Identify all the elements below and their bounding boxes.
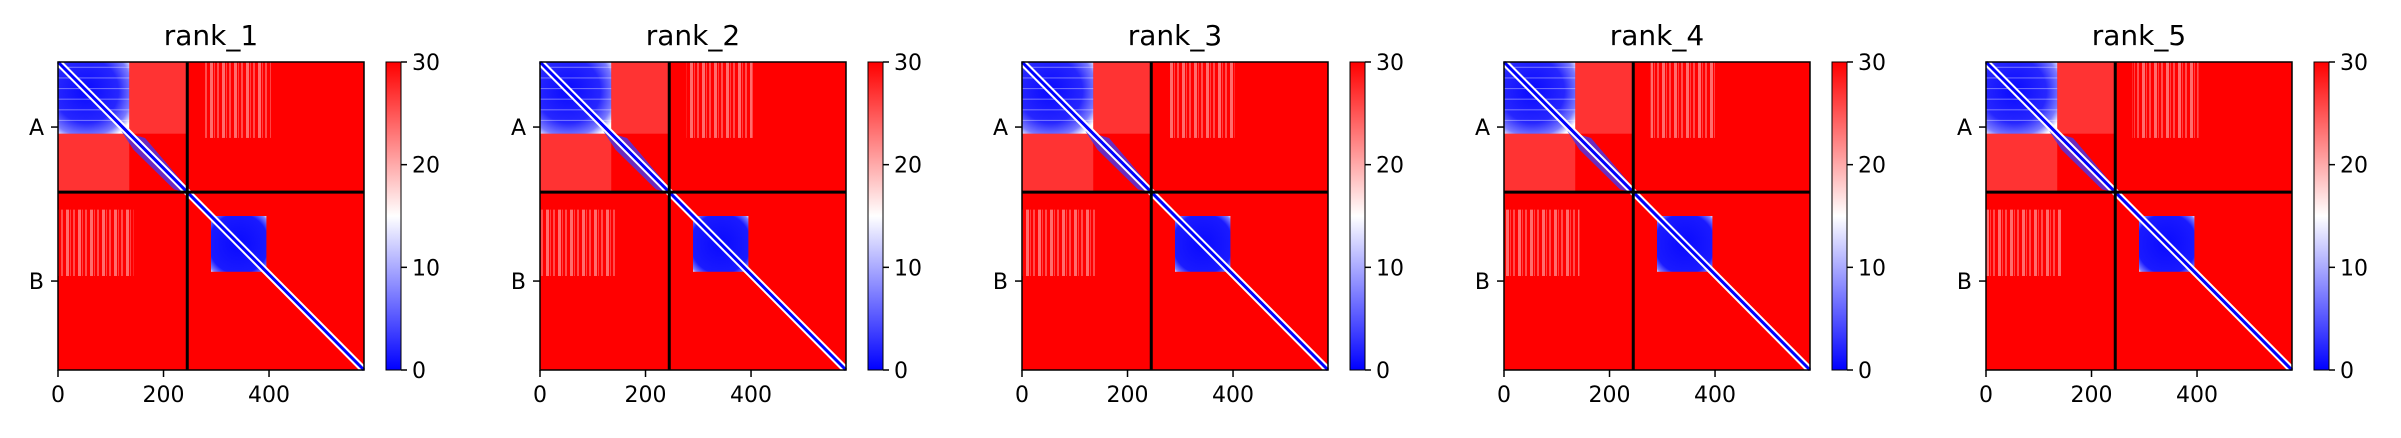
y-tick-label: B (993, 270, 1008, 295)
y-tick-label: A (1475, 116, 1490, 141)
colorbar-tick-label: 10 (2340, 256, 2368, 281)
interchain-region-ab (686, 62, 753, 138)
diagonal-line (538, 60, 848, 372)
panel-title: rank_3 (1128, 19, 1222, 52)
diagonal-line (1502, 60, 1812, 372)
pae-panel-1: rank_1 0 200 400 A B 0 10 20 30 (29, 19, 440, 408)
interchain-region-ab (2132, 62, 2199, 138)
chain-a-tail-row (1022, 133, 1094, 193)
colorbar (1831, 61, 1848, 371)
interchain-region-ba (58, 209, 134, 277)
interchain-region-ba (1504, 209, 1580, 277)
colorbar-tick-label: 10 (412, 256, 440, 281)
y-tick-label: A (1957, 116, 1972, 141)
panel-title: rank_4 (1610, 19, 1704, 52)
pae-panel-4: rank_4 0 200 400 A B 0 10 20 30 (1475, 19, 1886, 408)
colorbar-tick-label: 20 (1858, 154, 1886, 179)
x-tick-label: 200 (1589, 383, 1631, 408)
colorbar-tick-label: 0 (1858, 359, 1872, 384)
y-tick-label: B (511, 270, 526, 295)
diagonal-line (1984, 60, 2294, 372)
x-tick-label: 200 (2071, 383, 2113, 408)
colorbar-tick-label: 0 (412, 359, 426, 384)
panel-title: rank_2 (646, 19, 740, 52)
panel-title: rank_1 (164, 19, 258, 52)
diagonal-line (1020, 60, 1330, 372)
x-tick-label: 0 (51, 383, 65, 408)
colorbar (385, 61, 402, 371)
colorbar-tick-label: 30 (1858, 51, 1886, 76)
diagonal-line (56, 60, 366, 372)
panel-title: rank_5 (2092, 19, 2186, 52)
y-tick-label: A (993, 116, 1008, 141)
x-tick-label: 400 (1212, 383, 1254, 408)
pae-panel-5: rank_5 0 200 400 A B 0 10 20 30 (1957, 19, 2368, 408)
colorbar-tick-label: 0 (1376, 359, 1390, 384)
chain-a-tail-column (2057, 62, 2116, 134)
colorbar-tick-label: 20 (894, 154, 922, 179)
chain-a-tail-row (58, 133, 130, 193)
interchain-region-ba (1022, 209, 1098, 277)
chain-a-tail-column (611, 62, 670, 134)
colorbar-tick-label: 10 (894, 256, 922, 281)
y-tick-label: B (29, 270, 44, 295)
x-tick-label: 0 (1497, 383, 1511, 408)
colorbar-tick-label: 0 (894, 359, 908, 384)
plot-frame (57, 61, 365, 371)
pae-panel-3: rank_3 0 200 400 A B 0 10 20 30 (993, 19, 1404, 408)
x-tick-label: 200 (143, 383, 185, 408)
chain-a-tail-column (1093, 62, 1152, 134)
colorbar-tick-label: 30 (2340, 51, 2368, 76)
y-tick-label: A (29, 116, 44, 141)
x-tick-label: 400 (248, 383, 290, 408)
x-tick-label: 0 (1015, 383, 1029, 408)
interchain-region-ab (204, 62, 271, 138)
interchain-region-ba (540, 209, 616, 277)
colorbar-tick-label: 20 (1376, 154, 1404, 179)
colorbar (867, 61, 884, 371)
x-tick-label: 200 (1107, 383, 1149, 408)
chain-a-tail-row (540, 133, 612, 193)
x-tick-label: 400 (730, 383, 772, 408)
colorbar-tick-label: 30 (412, 51, 440, 76)
x-tick-label: 0 (533, 383, 547, 408)
colorbar-tick-label: 0 (2340, 359, 2354, 384)
chain-a-tail-row (1504, 133, 1576, 193)
chain-a-tail-column (129, 62, 188, 134)
colorbar-tick-label: 30 (1376, 51, 1404, 76)
y-tick-label: A (511, 116, 526, 141)
pae-panel-2: rank_2 0 200 400 A B 0 10 20 30 (511, 19, 922, 408)
interchain-region-ab (1650, 62, 1717, 138)
x-tick-label: 0 (1979, 383, 1993, 408)
colorbar-tick-label: 10 (1858, 256, 1886, 281)
interchain-region-ba (1986, 209, 2062, 277)
colorbar-tick-label: 20 (412, 154, 440, 179)
colorbar (2313, 61, 2330, 371)
plot-frame (1985, 61, 2293, 371)
x-tick-label: 400 (1694, 383, 1736, 408)
colorbar-tick-label: 30 (894, 51, 922, 76)
plot-frame (1503, 61, 1811, 371)
y-tick-label: B (1475, 270, 1490, 295)
colorbar-tick-label: 20 (2340, 154, 2368, 179)
interchain-region-ab (1168, 62, 1235, 138)
colorbar (1349, 61, 1366, 371)
y-tick-label: B (1957, 270, 1972, 295)
x-tick-label: 200 (625, 383, 667, 408)
x-tick-label: 400 (2176, 383, 2218, 408)
chain-a-tail-column (1575, 62, 1634, 134)
plot-frame (539, 61, 847, 371)
colorbar-tick-label: 10 (1376, 256, 1404, 281)
plot-frame (1021, 61, 1329, 371)
chain-a-tail-row (1986, 133, 2058, 193)
